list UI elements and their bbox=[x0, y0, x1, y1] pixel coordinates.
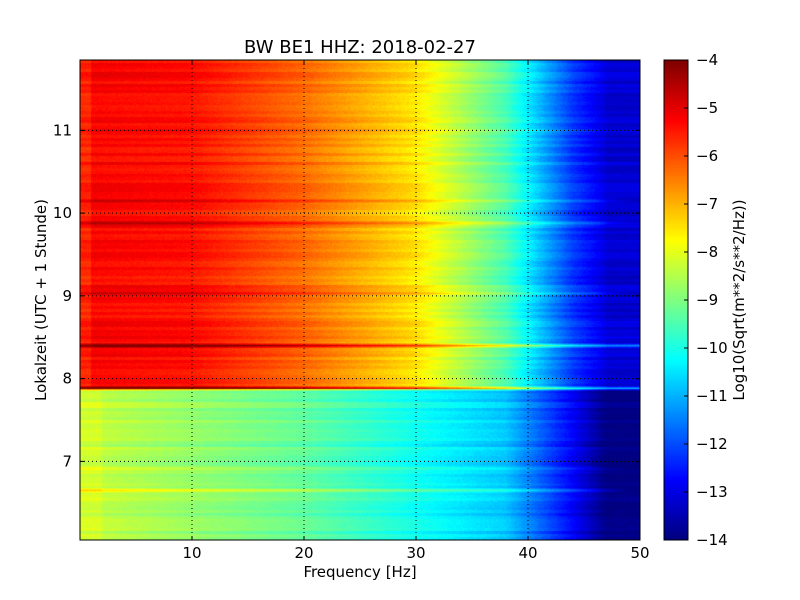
colorbar-tick-label: −7 bbox=[696, 195, 718, 213]
colorbar-tick-label: −10 bbox=[696, 339, 728, 357]
x-tick-label: 10 bbox=[182, 544, 201, 562]
y-tick-label: 8 bbox=[62, 370, 72, 388]
y-axis: 7 8 9 10 11 bbox=[53, 121, 640, 470]
y-axis-label: Lokalzeit (UTC + 1 Stunde) bbox=[32, 199, 50, 401]
x-tick-label: 30 bbox=[406, 544, 425, 562]
colorbar-tick-label: −5 bbox=[696, 99, 718, 117]
colorbar-tick-label: −13 bbox=[696, 483, 728, 501]
spectrogram-heatmap bbox=[80, 60, 640, 540]
chart-title: BW BE1 HHZ: 2018-02-27 bbox=[244, 37, 476, 58]
spectrogram-plot-area bbox=[79, 59, 641, 541]
colorbar-tick-label: −6 bbox=[696, 147, 718, 165]
x-axis: 10 20 30 40 50 bbox=[182, 60, 650, 562]
colorbar-tick-label: −4 bbox=[696, 51, 718, 69]
colorbar: −4 −5 −6 −7 −8 −9 −10 −11 −12 −13 −14 Log10(Sqrt(m… bbox=[663, 51, 748, 549]
x-axis-label: Frequency [Hz] bbox=[303, 563, 416, 581]
x-tick-label: 50 bbox=[630, 544, 649, 562]
colorbar-label: Log10(Sqrt(m**2/s**2/Hz)) bbox=[730, 199, 748, 400]
x-tick-label: 40 bbox=[518, 544, 537, 562]
colorbar-tick-label: −14 bbox=[696, 531, 728, 549]
y-tick-label: 9 bbox=[62, 287, 72, 305]
y-tick-label: 7 bbox=[62, 452, 72, 470]
y-tick-label: 11 bbox=[53, 121, 72, 139]
colorbar-ticks: −4 −5 −6 −7 −8 −9 −10 −11 −12 −13 −14 bbox=[684, 51, 728, 549]
x-tick-label: 20 bbox=[294, 544, 313, 562]
colorbar-tick-label: −8 bbox=[696, 243, 718, 261]
colorbar-tick-label: −11 bbox=[696, 387, 728, 405]
plot-frame bbox=[79, 59, 641, 541]
colorbar-tick-label: −9 bbox=[696, 291, 718, 309]
y-tick-label: 10 bbox=[53, 204, 72, 222]
colorbar-tick-label: −12 bbox=[696, 435, 728, 453]
grid-lines bbox=[80, 60, 640, 540]
